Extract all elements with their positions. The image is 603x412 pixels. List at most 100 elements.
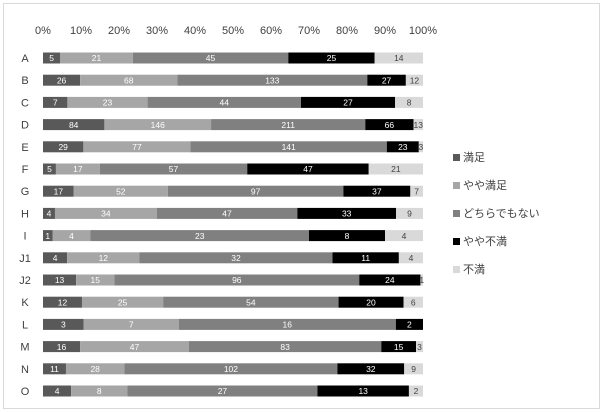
bar-row: F 5 17 57 47 21 — [22, 163, 423, 176]
bar-row: E 29 77 141 23 3 — [21, 141, 424, 154]
data-label: 13 — [414, 120, 424, 130]
category-label: L — [22, 319, 28, 331]
bar-segment — [80, 341, 189, 353]
data-label: 45 — [206, 53, 216, 63]
data-label: 5 — [49, 53, 54, 63]
bar-segment — [43, 385, 72, 397]
legend-swatch — [453, 182, 460, 189]
bar-segment — [127, 385, 318, 397]
data-label: 13 — [358, 386, 368, 396]
data-label: 146 — [151, 120, 165, 130]
data-label: 21 — [391, 164, 401, 174]
x-tick-label: 50% — [222, 25, 244, 37]
legend-label: 不満 — [463, 263, 485, 276]
bar-row: J2 13 15 96 24 1 — [19, 274, 424, 287]
bar-segment — [43, 185, 74, 197]
data-label: 29 — [58, 142, 68, 152]
bar-segment — [43, 230, 53, 242]
bar-row: O 4 8 27 13 2 — [21, 385, 423, 398]
bar-segment — [147, 96, 301, 108]
bar-segment — [43, 252, 68, 264]
bar-row: D 84 146 211 66 13 — [21, 119, 423, 132]
category-label: B — [21, 75, 28, 87]
bar-segment — [413, 119, 423, 131]
bar-row: L 3 7 16 2 — [22, 318, 423, 331]
bar-segment — [67, 96, 148, 108]
bar-segment — [288, 52, 375, 64]
data-label: 141 — [282, 142, 296, 152]
bars: A 5 21 45 25 14B 26 68 133 27 12C 7 23 44 27 8D 84 146 211… — [19, 52, 424, 398]
legend-label: やや満足 — [463, 179, 507, 192]
data-label: 77 — [132, 142, 142, 152]
category-label: J1 — [19, 253, 31, 265]
bar-segment — [90, 230, 309, 242]
bar-segment — [396, 207, 423, 219]
bar-segment — [337, 363, 405, 375]
legend-swatch — [453, 266, 460, 273]
bar-segment — [43, 207, 55, 219]
bar-segment — [297, 207, 397, 219]
data-label: 7 — [53, 98, 58, 108]
bar-segment — [83, 141, 191, 153]
bar-row: C 7 23 44 27 8 — [21, 96, 423, 109]
data-label: 44 — [220, 98, 230, 108]
category-label: G — [21, 186, 30, 198]
bar-row: B 26 68 133 27 12 — [21, 74, 423, 87]
bar-segment — [309, 230, 385, 242]
bar-segment — [52, 230, 91, 242]
bar-segment — [416, 341, 423, 353]
data-label: 3 — [61, 320, 66, 330]
data-label: 17 — [54, 186, 64, 196]
data-label: 133 — [265, 75, 279, 85]
bar-segment — [338, 296, 404, 308]
x-tick-label: 0% — [35, 25, 51, 37]
bar-segment — [300, 96, 396, 108]
bar-segment — [211, 119, 366, 131]
legend-item: やや不満 — [453, 235, 507, 248]
legend-item: 満足 — [453, 151, 485, 164]
data-label: 8 — [345, 231, 350, 241]
bar-row: M 16 47 83 15 3 — [20, 341, 423, 354]
bar-segment — [408, 385, 423, 397]
data-label: 3 — [417, 342, 422, 352]
bar-segment — [73, 185, 168, 197]
data-label: 9 — [411, 364, 416, 374]
bar-segment — [76, 274, 115, 286]
bar-segment — [60, 52, 133, 64]
data-label: 13 — [55, 275, 65, 285]
bar-segment — [156, 207, 298, 219]
bar-segment — [163, 296, 339, 308]
bar-segment — [247, 163, 369, 175]
data-label: 33 — [342, 209, 352, 219]
bar-segment — [99, 163, 248, 175]
bar-segment — [132, 52, 289, 64]
category-label: J2 — [19, 275, 31, 287]
bar-segment — [420, 274, 423, 286]
data-label: 52 — [116, 186, 126, 196]
data-label: 4 — [53, 253, 58, 263]
legend-item: 不満 — [453, 263, 485, 276]
bar-segment — [71, 385, 128, 397]
bar-segment — [395, 318, 423, 330]
bar-segment — [43, 96, 68, 108]
bar-segment — [80, 74, 178, 86]
x-tick-label: 90% — [374, 25, 396, 37]
category-label: A — [21, 53, 29, 65]
data-label: 47 — [222, 209, 232, 219]
x-tick-label: 60% — [260, 25, 282, 37]
data-label: 97 — [251, 186, 261, 196]
x-axis-ticks: 0% 10% 20% 30% 40% 50% 60% 70% 80% 90% 100% — [35, 25, 437, 37]
x-tick-label: 80% — [336, 25, 358, 37]
data-label: 2 — [407, 320, 412, 330]
data-label: 7 — [129, 320, 134, 330]
category-label: D — [21, 120, 29, 132]
data-label: 6 — [411, 297, 416, 307]
bar-row: H 4 34 47 33 9 — [21, 207, 423, 220]
bar-segment — [43, 141, 84, 153]
data-label: 96 — [232, 275, 242, 285]
category-label: O — [21, 386, 30, 398]
bar-segment — [188, 341, 382, 353]
bar-segment — [43, 52, 61, 64]
legend-label: 満足 — [463, 151, 485, 164]
